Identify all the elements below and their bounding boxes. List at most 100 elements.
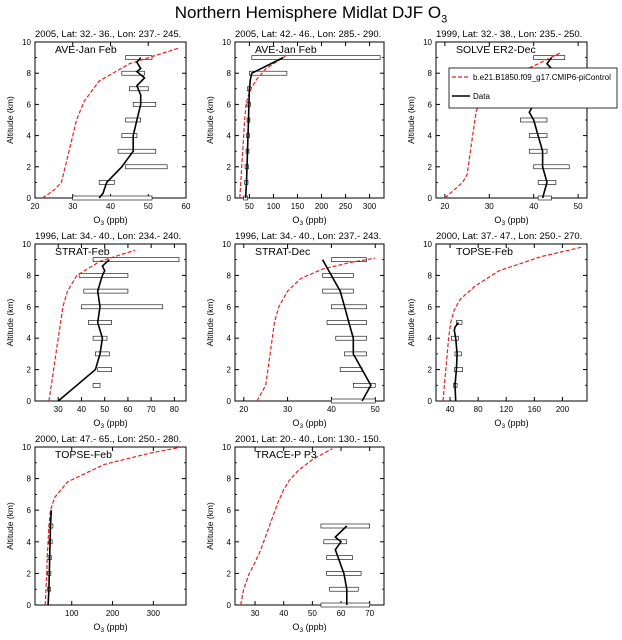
x-axis-label-sub: 3 xyxy=(100,220,104,227)
plot-frame xyxy=(435,41,588,199)
x-axis-label-sub: 3 xyxy=(501,423,505,430)
x-axis-label-o: O xyxy=(93,622,100,632)
figure-title: Northern Hemisphere Midlat DJF O3 xyxy=(0,3,622,25)
x-tick-label: 100 xyxy=(267,202,281,211)
y-tick-label: 8 xyxy=(428,271,433,280)
y-tick-label: 8 xyxy=(227,69,232,78)
obs-range-bar xyxy=(322,288,354,294)
panel-6: 2000, Lat: 37.- 47., Lon: 250.- 270. 0 2 4 6… xyxy=(406,231,588,430)
campaign-label: TOPSE-Feb xyxy=(456,246,513,258)
plot-frame xyxy=(234,41,385,199)
obs-range-bar xyxy=(323,539,348,545)
model-profile-line xyxy=(239,55,286,199)
panel-header: 1996, Lat: 34.- 40., Lon: 234.- 240. xyxy=(35,231,181,242)
obs-range-bar xyxy=(453,367,463,372)
y-tick-label: 10 xyxy=(222,38,231,47)
x-tick-label: 50 xyxy=(371,405,380,414)
legend: b.e21.B1850.f09_g17.CMIP6-piControl Data xyxy=(448,67,618,109)
y-axis-label: Altitude (km) xyxy=(5,96,15,144)
y-tick-label: 2 xyxy=(227,569,232,578)
plot-frame xyxy=(34,41,187,199)
x-tick-label: 250 xyxy=(339,202,353,211)
legend-model-label: b.e21.B1850.f09_g17.CMIP6-piControl xyxy=(473,73,611,82)
y-tick-label: 4 xyxy=(27,538,32,547)
x-tick-label: 120 xyxy=(500,405,514,414)
obs-range-bar xyxy=(331,257,367,263)
x-tick-label: 40 xyxy=(327,405,336,414)
y-tick-label: 8 xyxy=(27,69,32,78)
x-axis-label: O3 (ppb) xyxy=(494,215,528,227)
x-tick-label: 70 xyxy=(365,609,374,618)
x-axis-label-unit: (ppb) xyxy=(104,215,128,225)
x-tick-label: 60 xyxy=(182,202,191,211)
x-tick-label: 20 xyxy=(440,202,449,211)
y-axis-label: Altitude (km) xyxy=(406,298,416,346)
x-tick-label: 60 xyxy=(337,609,346,618)
y-tick-label: 8 xyxy=(27,475,32,484)
x-tick-label: 40 xyxy=(529,202,538,211)
obs-range-bar xyxy=(92,257,180,263)
obs-range-bar xyxy=(95,351,110,357)
y-axis-label: Altitude (km) xyxy=(205,298,215,346)
x-axis-label: O3 (ppb) xyxy=(292,418,326,430)
y-tick-label: 10 xyxy=(22,443,31,452)
y-axis-label: Altitude (km) xyxy=(5,298,15,346)
obs-range-bar xyxy=(344,351,367,357)
x-axis-label-unit: (ppb) xyxy=(104,418,128,428)
x-axis-label-unit: (ppb) xyxy=(303,215,327,225)
y-tick-label: 6 xyxy=(27,506,32,515)
panel-3: 1999, Lat: 32.- 38., Lon: 235.- 250. 0 2 4 6… xyxy=(406,29,618,227)
obs-range-bar xyxy=(132,102,157,107)
x-axis-label-unit: (ppb) xyxy=(505,418,529,428)
campaign-label: STRAT-Feb xyxy=(55,246,110,258)
model-profile-line xyxy=(256,257,376,402)
x-tick-label: 300 xyxy=(363,202,377,211)
model-profile-line xyxy=(44,446,183,606)
obs-range-bar xyxy=(249,70,288,76)
obs-range-bar xyxy=(533,164,570,170)
y-tick-label: 2 xyxy=(428,366,433,375)
figure-title-subscript: 3 xyxy=(441,13,448,26)
y-tick-label: 6 xyxy=(227,303,232,312)
y-tick-label: 2 xyxy=(227,163,232,172)
plot-frame xyxy=(34,446,187,606)
x-axis-label-sub: 3 xyxy=(501,220,505,227)
x-tick-label: 80 xyxy=(474,405,483,414)
obs-range-bar xyxy=(121,70,145,76)
x-tick-label: 40 xyxy=(446,405,455,414)
x-tick-label: 160 xyxy=(528,405,542,414)
x-axis-label-sub: 3 xyxy=(299,220,303,227)
y-tick-label: 0 xyxy=(227,601,232,610)
panel-4: 1996, Lat: 34.- 40., Lon: 234.- 240. 0 2 4 6… xyxy=(5,231,187,430)
y-tick-label: 0 xyxy=(428,194,433,203)
x-axis-label: O3 (ppb) xyxy=(93,418,127,430)
x-axis-label-o: O xyxy=(494,215,501,225)
y-tick-label: 6 xyxy=(27,303,32,312)
x-axis-label-unit: (ppb) xyxy=(505,215,529,225)
y-tick-label: 10 xyxy=(423,38,432,47)
y-axis-label: Altitude (km) xyxy=(5,502,15,550)
legend-obs-label: Data xyxy=(473,92,490,101)
obs-profile-line xyxy=(244,56,284,199)
x-tick-label: 60 xyxy=(123,405,132,414)
x-tick-label: 50 xyxy=(308,609,317,618)
y-tick-label: 4 xyxy=(27,132,32,141)
x-axis-label-sub: 3 xyxy=(299,423,303,430)
obs-profile-line xyxy=(98,57,146,199)
x-axis-label: O3 (ppb) xyxy=(93,622,127,634)
y-tick-label: 6 xyxy=(428,303,433,312)
panel-1: 2005, Lat: 32.- 36., Lon: 237.- 245. 0 2 4 6… xyxy=(5,29,191,227)
x-axis-label-sub: 3 xyxy=(100,423,104,430)
x-tick-label: 30 xyxy=(54,405,63,414)
obs-range-bar xyxy=(83,288,129,294)
x-tick-label: 40 xyxy=(279,609,288,618)
obs-range-bar xyxy=(81,304,164,310)
y-axis-label: Altitude (km) xyxy=(406,96,416,144)
panel-header: 2000, Lat: 47.- 65., Lon: 250.- 280. xyxy=(35,434,181,445)
obs-range-bar xyxy=(97,367,112,372)
x-tick-label: 100 xyxy=(65,609,79,618)
x-axis-label-o: O xyxy=(292,418,299,428)
campaign-label: TOPSE-Feb xyxy=(55,449,112,461)
panel-7: 2000, Lat: 47.- 65., Lon: 250.- 280. 0 2 4 6… xyxy=(5,434,187,634)
y-tick-label: 8 xyxy=(227,271,232,280)
